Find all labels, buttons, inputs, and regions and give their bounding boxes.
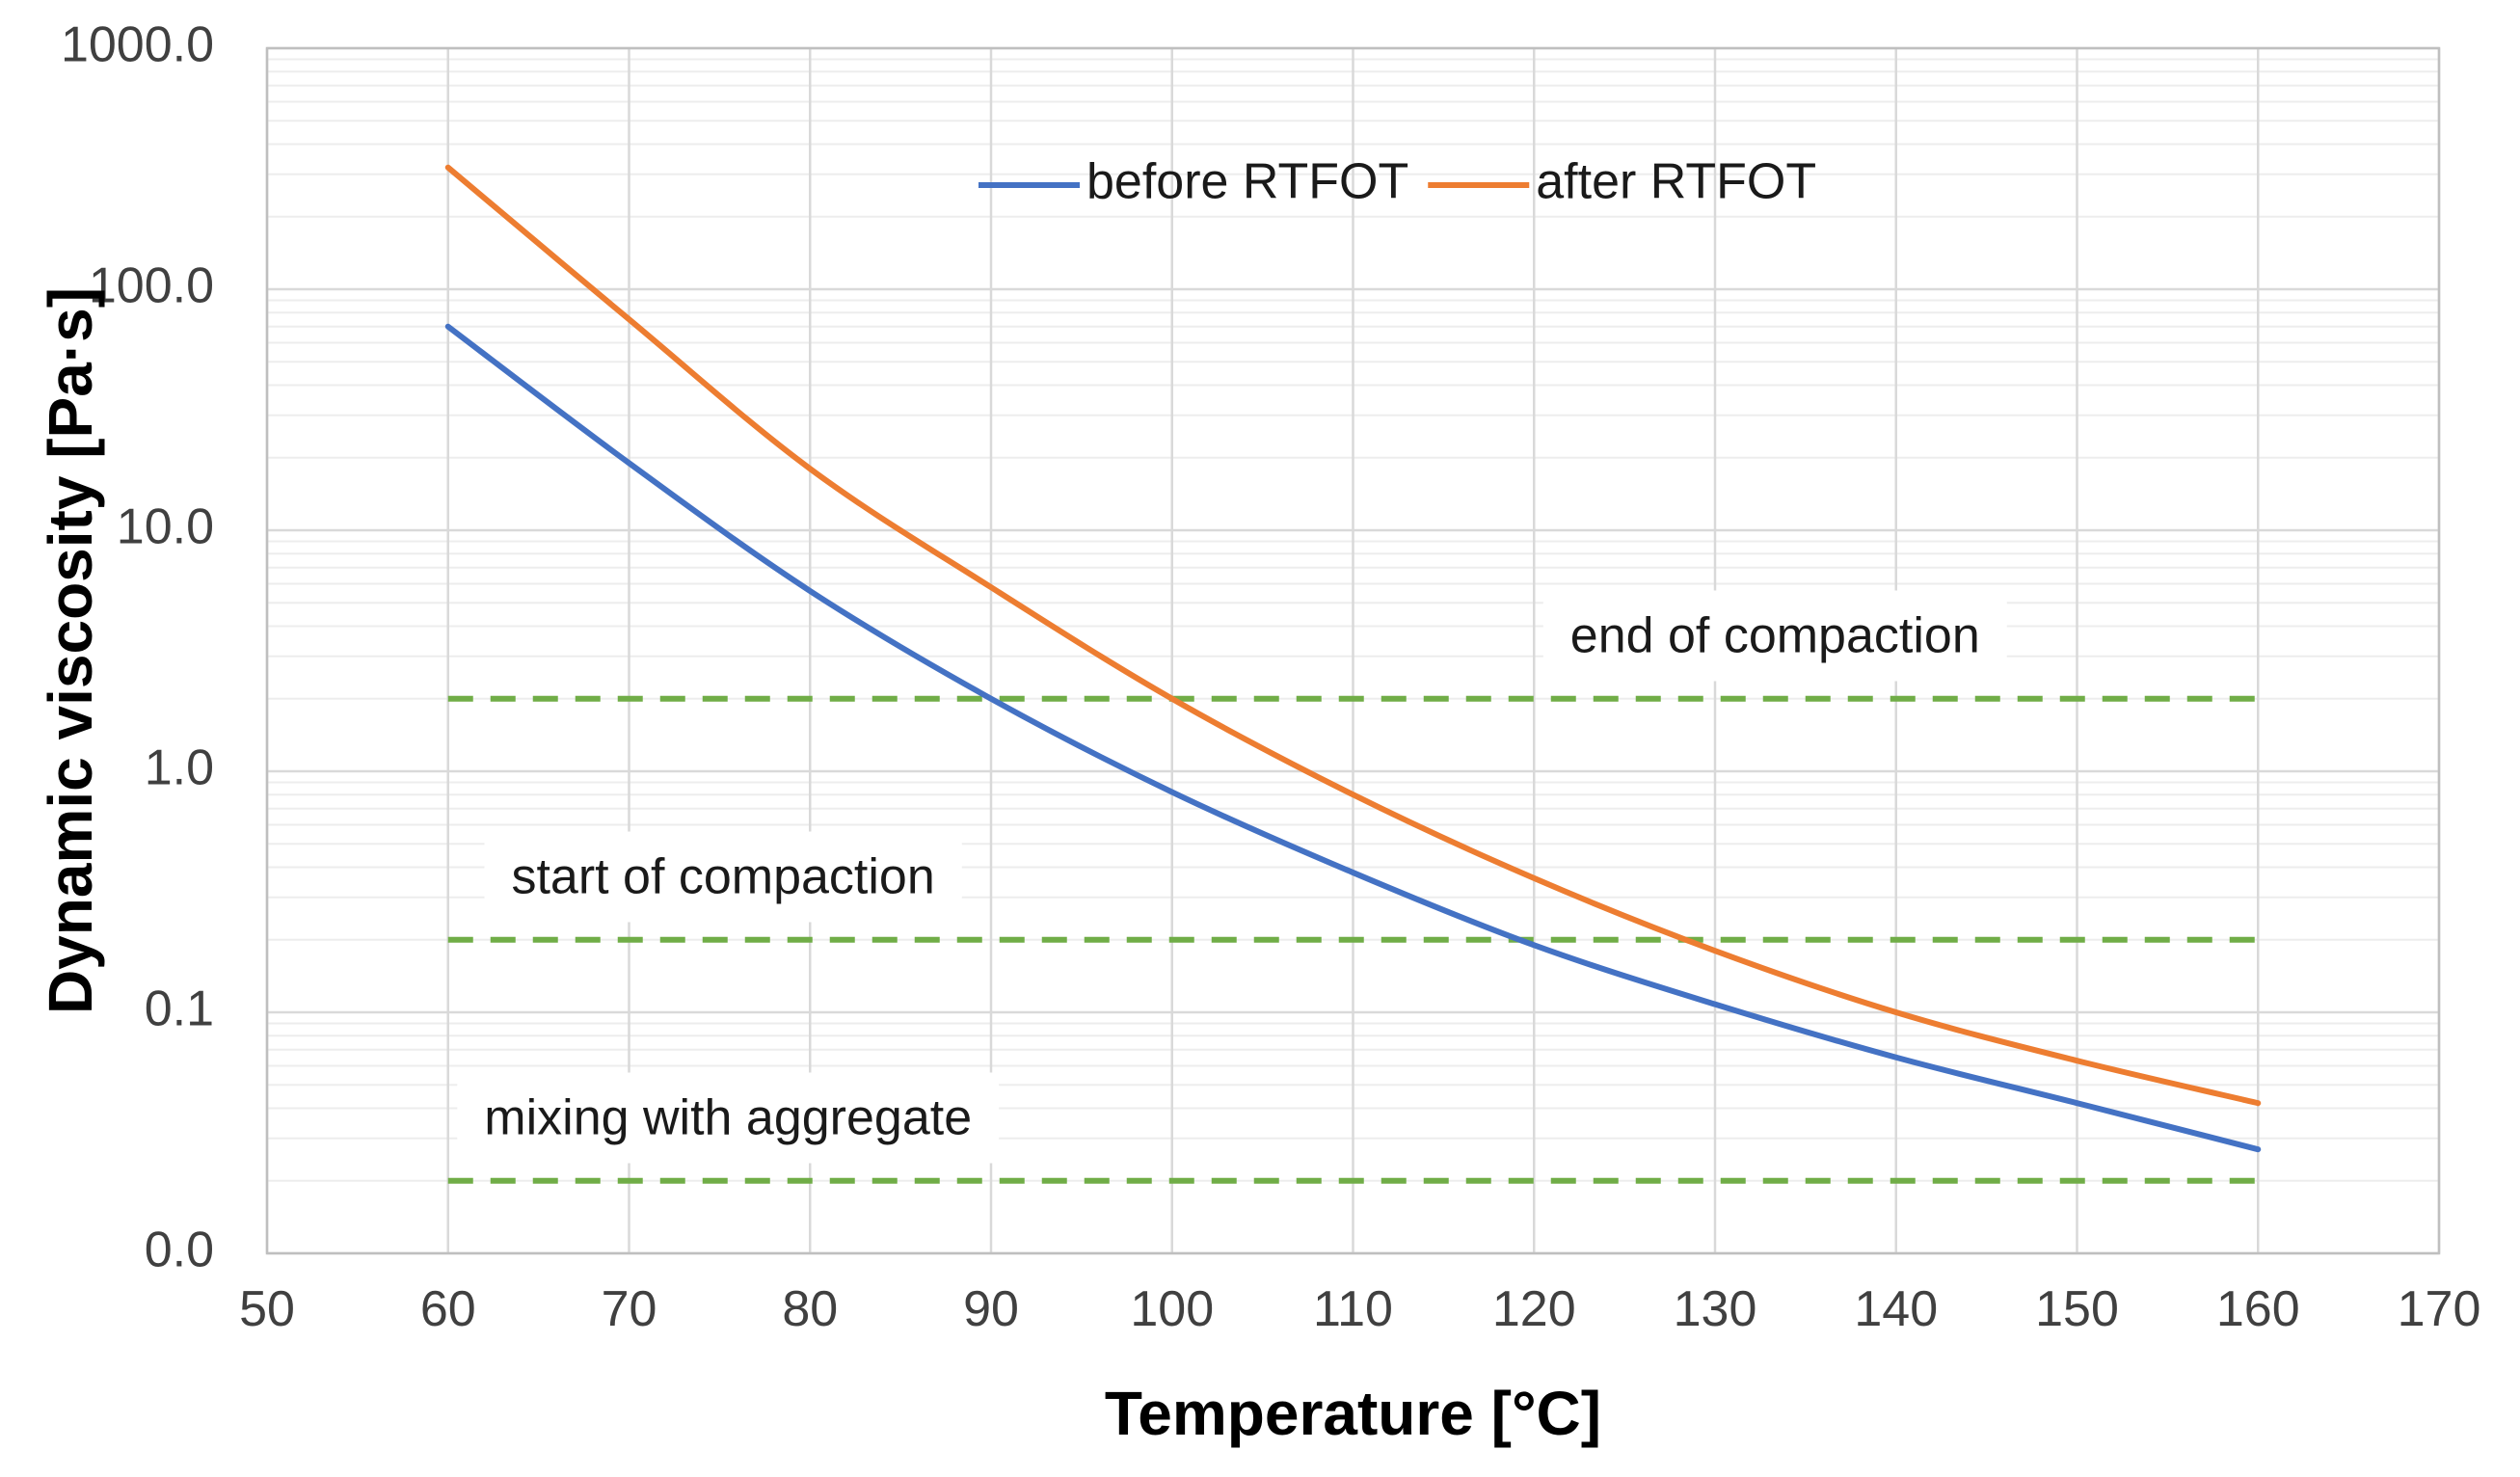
x-tick-label: 120 (1492, 1281, 1576, 1337)
y-tick-labels: 0.0 0.1 1.0 10.0 100.0 1000.0 (61, 17, 214, 1278)
plot-border (265, 46, 2441, 1255)
y-tick-label: 10.0 (117, 499, 214, 555)
y-tick-label: 100.0 (89, 258, 214, 314)
x-tick-label: 90 (963, 1281, 1019, 1337)
reference-labels: end of compaction start of compaction mixi… (457, 590, 2007, 1164)
x-tick-label: 150 (2035, 1281, 2119, 1337)
reference-label-1: end of compaction (1570, 607, 1980, 663)
reference-lines (447, 695, 2259, 1184)
y-tick-label: 0.1 (145, 981, 214, 1037)
x-tick-label: 160 (2216, 1281, 2300, 1337)
reference-label-bg (457, 1072, 1000, 1164)
series-line-before-rtfot (444, 323, 2262, 1153)
reference-label-3: mixing with aggregate (484, 1089, 972, 1145)
reference-label-bg (1542, 590, 2007, 682)
x-tick-label: 140 (1854, 1281, 1938, 1337)
legend: before RTFOT after RTFOT (979, 154, 1816, 210)
x-tick-label: 60 (420, 1281, 476, 1337)
x-tick-label: 70 (602, 1281, 657, 1337)
y-tick-label: 1000.0 (61, 17, 214, 73)
x-axis-title: Temperature [°C] (1105, 1379, 1601, 1448)
legend-label-after-rtfot: after RTFOT (1536, 154, 1816, 210)
x-tick-label: 170 (2398, 1281, 2481, 1337)
x-tick-label: 100 (1130, 1281, 1214, 1337)
reference-label-2: start of compaction (511, 848, 934, 904)
y-tick-label: 1.0 (145, 740, 214, 796)
x-tick-label: 80 (782, 1281, 838, 1337)
reference-label-bg (484, 831, 962, 923)
series-lines (444, 164, 2262, 1153)
series-line-after-rtfot (444, 164, 2262, 1107)
x-tick-label: 50 (239, 1281, 295, 1337)
axes (265, 46, 2441, 1255)
x-tick-labels: 50 60 70 80 90 100 110 120 130 140 150 160 170 (239, 1281, 2480, 1337)
x-tick-label: 110 (1313, 1281, 1393, 1337)
x-tick-label: 130 (1674, 1281, 1757, 1337)
legend-label-before-rtfot: before RTFOT (1086, 154, 1408, 210)
y-axis-title: Dynamic viscosity [Pa·s] (36, 287, 105, 1014)
y-tick-label: 0.0 (145, 1222, 214, 1278)
